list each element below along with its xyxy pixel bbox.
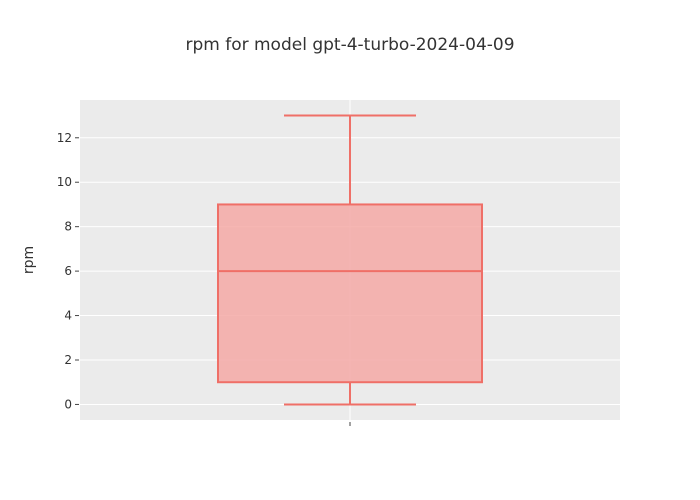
- y-tick-label: 12: [57, 131, 72, 145]
- y-tick-label: 8: [64, 220, 72, 234]
- chart-title: rpm for model gpt-4-turbo-2024-04-09: [185, 35, 514, 55]
- y-tick-label: 10: [57, 175, 72, 189]
- y-tick-label: 2: [64, 353, 72, 367]
- y-tick-label: 0: [64, 397, 72, 411]
- y-tick-label: 4: [64, 309, 72, 323]
- y-axis-title: rpm: [21, 246, 37, 274]
- iqr-box[interactable]: [217, 203, 483, 384]
- y-tick-label: 6: [64, 264, 72, 278]
- y-axis: 0 2 4 6 8 10 12: [57, 131, 79, 411]
- box-plot[interactable]: [217, 114, 483, 406]
